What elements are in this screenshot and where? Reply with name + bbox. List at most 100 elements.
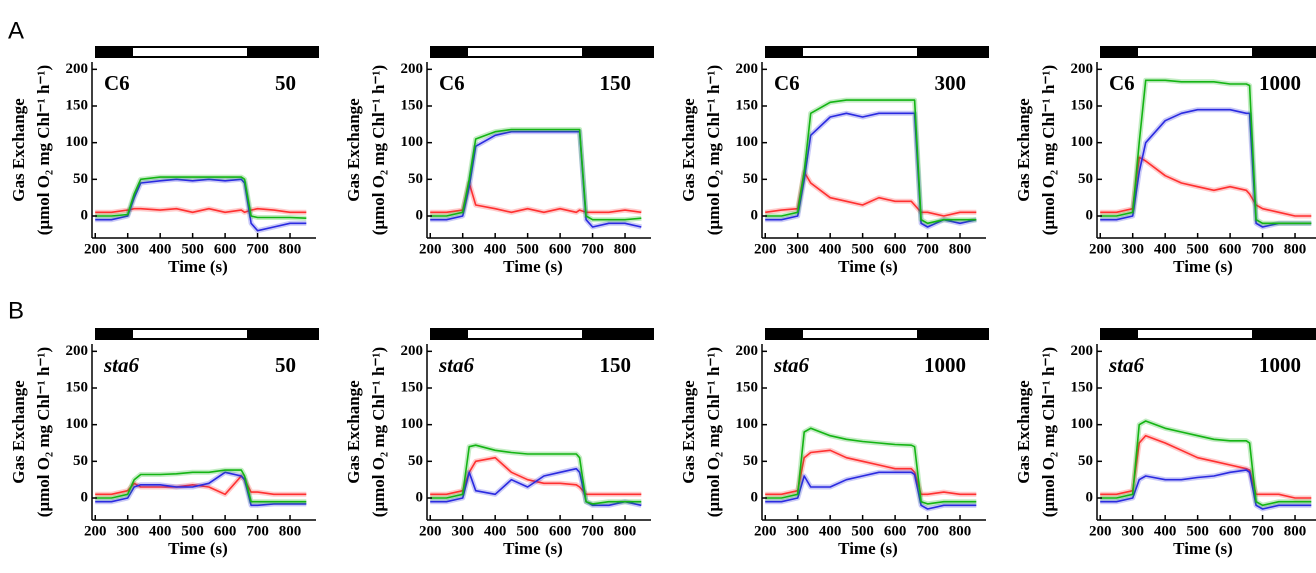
y-tick-label: 150 (736, 97, 759, 113)
x-tick-label: 300 (786, 241, 809, 257)
shade-band (95, 176, 307, 234)
y-tick-label: 50 (408, 171, 423, 187)
light-bar (803, 330, 917, 338)
y-tick-label: 150 (736, 379, 759, 395)
x-tick-label: 400 (149, 523, 172, 539)
panel: 0 50 100 150 200 200 300 400 500 600 700 800 Time (s… (344, 328, 654, 558)
y-tick-label: 150 (401, 379, 424, 395)
y-tick-label: 0 (81, 207, 89, 223)
panel-letter: A (8, 17, 24, 44)
panel: 0 50 100 150 200 200 300 400 500 600 700 800 Time (s… (344, 46, 654, 276)
strain-label: C6 (104, 71, 130, 95)
x-axis-title: Time (s) (168, 539, 228, 558)
plot-lines (430, 127, 642, 230)
x-tick-label: 300 (451, 523, 474, 539)
data-line (1100, 108, 1312, 228)
strain-label: sta6 (773, 353, 810, 377)
x-tick-label: 600 (214, 523, 237, 539)
data-line (1100, 434, 1312, 499)
data-line (95, 469, 307, 503)
y-tick-label: 100 (736, 134, 759, 150)
y-tick-label: 0 (1086, 207, 1094, 223)
y-tick-label: 100 (401, 416, 424, 432)
y-tick-label: 200 (66, 61, 89, 77)
panel: 0 50 100 150 200 200 300 400 500 600 700 800 Time (s… (1014, 328, 1316, 558)
x-tick-label: 400 (484, 241, 507, 257)
data-line (765, 112, 977, 228)
data-line (95, 176, 307, 219)
y-tick-label: 150 (1071, 379, 1094, 395)
strain-label: sta6 (103, 353, 140, 377)
x-axis-title: Time (s) (168, 257, 228, 276)
x-tick-label: 400 (1154, 523, 1177, 539)
x-tick-label: 300 (1121, 241, 1144, 257)
x-tick-label: 200 (1089, 523, 1112, 539)
plot-lines (430, 442, 642, 508)
y-tick-label: 200 (736, 61, 759, 77)
x-tick-label: 600 (214, 241, 237, 257)
strain-label: sta6 (438, 353, 475, 377)
panel: 0 50 100 150 200 200 300 400 500 600 700 800 Time (s… (679, 46, 989, 276)
light-bar (1138, 330, 1252, 338)
light-bar (803, 48, 917, 56)
x-tick-label: 600 (1219, 523, 1242, 539)
data-line (765, 427, 977, 505)
x-tick-label: 200 (754, 523, 777, 539)
y-tick-label: 150 (401, 97, 424, 113)
y-axis-title: (μmol O₂ mg Chl⁻¹ h⁻¹) (1039, 347, 1058, 517)
light-bar (468, 330, 582, 338)
strain-label: C6 (1109, 71, 1135, 95)
shade-band (765, 97, 977, 226)
light-intensity: 1000 (924, 353, 966, 377)
light-intensity: 1000 (1259, 353, 1301, 377)
x-tick-label: 800 (1284, 523, 1307, 539)
y-tick-label: 100 (401, 134, 424, 150)
x-tick-label: 200 (419, 241, 442, 257)
x-tick-label: 200 (1089, 241, 1112, 257)
x-tick-label: 200 (419, 523, 442, 539)
data-line (1100, 79, 1312, 225)
x-tick-label: 400 (1154, 241, 1177, 257)
x-tick-label: 500 (181, 241, 204, 257)
y-tick-label: 0 (751, 489, 759, 505)
x-tick-label: 300 (116, 523, 139, 539)
x-tick-label: 800 (1284, 241, 1307, 257)
light-intensity: 150 (600, 353, 632, 377)
x-tick-label: 800 (614, 523, 637, 539)
x-axis-title: Time (s) (838, 539, 898, 558)
plot-lines (95, 174, 307, 234)
y-tick-label: 200 (1071, 343, 1094, 359)
x-tick-label: 400 (819, 523, 842, 539)
x-tick-label: 500 (181, 523, 204, 539)
y-axis-title: (μmol O₂ mg Chl⁻¹ h⁻¹) (1039, 65, 1058, 235)
data-line (430, 467, 642, 507)
x-tick-label: 400 (484, 523, 507, 539)
y-axis-title: Gas Exchange (679, 380, 698, 484)
x-tick-label: 300 (1121, 523, 1144, 539)
x-tick-label: 300 (116, 241, 139, 257)
y-tick-label: 0 (416, 207, 424, 223)
x-tick-label: 700 (916, 523, 939, 539)
y-tick-label: 100 (66, 416, 89, 432)
data-line (95, 207, 307, 214)
y-tick-label: 50 (1078, 171, 1093, 187)
y-tick-label: 0 (81, 489, 89, 505)
y-tick-label: 200 (736, 343, 759, 359)
x-tick-label: 600 (549, 523, 572, 539)
x-tick-label: 700 (916, 241, 939, 257)
data-line (765, 99, 977, 225)
panel-letter: B (8, 297, 24, 324)
x-tick-label: 800 (949, 523, 972, 539)
y-tick-label: 50 (1078, 453, 1093, 469)
light-intensity: 1000 (1259, 71, 1301, 95)
light-intensity: 300 (935, 71, 967, 95)
light-bar (468, 48, 582, 56)
y-axis-title: (μmol O₂ mg Chl⁻¹ h⁻¹) (34, 347, 53, 517)
light-bar (133, 330, 247, 338)
plot-lines (1100, 418, 1312, 512)
data-line (1100, 469, 1312, 510)
y-tick-label: 50 (743, 453, 758, 469)
data-line (95, 471, 307, 507)
x-tick-label: 700 (581, 523, 604, 539)
